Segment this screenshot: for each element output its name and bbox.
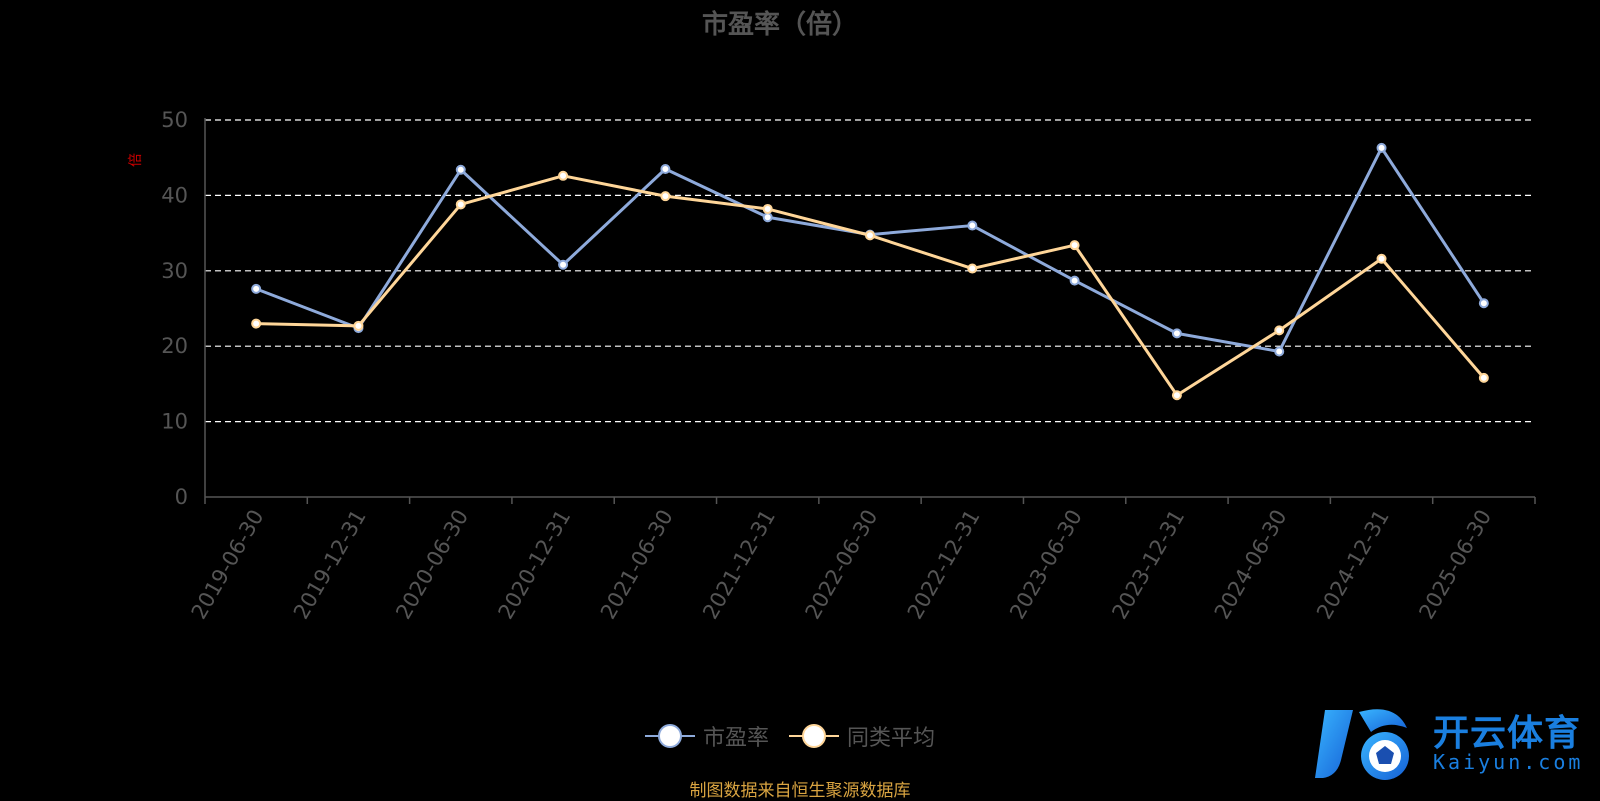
data-point[interactable] [1274,346,1285,357]
y-tick-label: 20 [161,334,188,358]
x-tick-label: 2020-06-30 [391,506,473,624]
brand-logo: 开云体育 Kaiyun.com [1315,698,1595,788]
x-tick-label: 2022-12-31 [903,505,985,623]
axes: 0 10 20 30 40 50 2019-06-30 2019-12-31 2020-06-3… [161,108,1536,624]
x-tick-label: 2024-12-31 [1312,506,1394,624]
series-line [255,146,1486,353]
x-tick-label: 2023-06-30 [1005,506,1087,624]
legend-item-pe[interactable]: 市盈率 [645,720,769,752]
data-point[interactable] [251,318,262,329]
x-tick-label: 2019-06-30 [187,506,269,624]
data-point[interactable] [1069,240,1080,251]
y-axis-label: 倍 [128,153,144,167]
legend-marker-pe [645,723,695,749]
data-point[interactable] [1376,253,1387,264]
legend-label-avg: 同类平均 [847,726,936,751]
x-tick-label: 2022-06-30 [801,506,883,624]
legend: 市盈率 同类平均 [645,720,955,752]
data-point[interactable] [1376,142,1387,153]
data-point[interactable] [865,230,875,241]
y-tick-label: 40 [161,183,188,207]
data-source-note: 制图数据来自恒生聚源数据库 [689,781,911,801]
data-point[interactable] [1171,328,1182,339]
data-point[interactable] [251,283,262,294]
x-tick-label: 2021-06-30 [596,506,678,624]
data-point[interactable] [967,220,978,231]
data-point[interactable] [1274,325,1285,336]
data-point[interactable] [455,199,466,210]
x-tick-label: 2025-06-30 [1414,506,1496,624]
data-point[interactable] [353,320,364,331]
data-point[interactable] [762,212,773,223]
data-point[interactable] [558,259,569,270]
y-tick-label: 50 [161,108,188,132]
logo-text: 开云体育 [1433,713,1582,754]
chart-title: 市盈率（倍） [702,9,858,40]
y-tick-label: 0 [175,485,188,509]
y-tick-label: 10 [161,410,188,434]
y-tick-label: 30 [161,259,188,283]
data-point[interactable] [1171,390,1182,401]
gridlines [205,119,1535,423]
data-point[interactable] [1478,372,1489,383]
x-tick-label: 2024-06-30 [1210,506,1292,624]
data-point[interactable] [455,164,466,175]
data-point[interactable] [558,170,569,181]
series-lines [251,142,1489,401]
legend-item-avg[interactable]: 同类平均 [789,720,935,752]
data-point[interactable] [1069,275,1080,286]
legend-marker-avg [789,723,840,749]
x-tick-label: 2020-12-31 [494,506,576,624]
data-point[interactable] [1478,298,1489,309]
x-tick-label: 2021-12-31 [698,506,780,624]
data-point[interactable] [967,263,978,274]
series-line [256,174,1485,397]
x-tick-label: 2023-12-31 [1107,506,1189,624]
data-point[interactable] [660,191,671,202]
data-point[interactable] [762,203,773,214]
logo-subtext: Kaiyun.com [1433,750,1584,774]
data-point[interactable] [660,164,671,175]
x-tick-label: 2019-12-31 [289,506,371,624]
logo-icon [1315,709,1409,780]
legend-label-pe: 市盈率 [703,726,770,751]
